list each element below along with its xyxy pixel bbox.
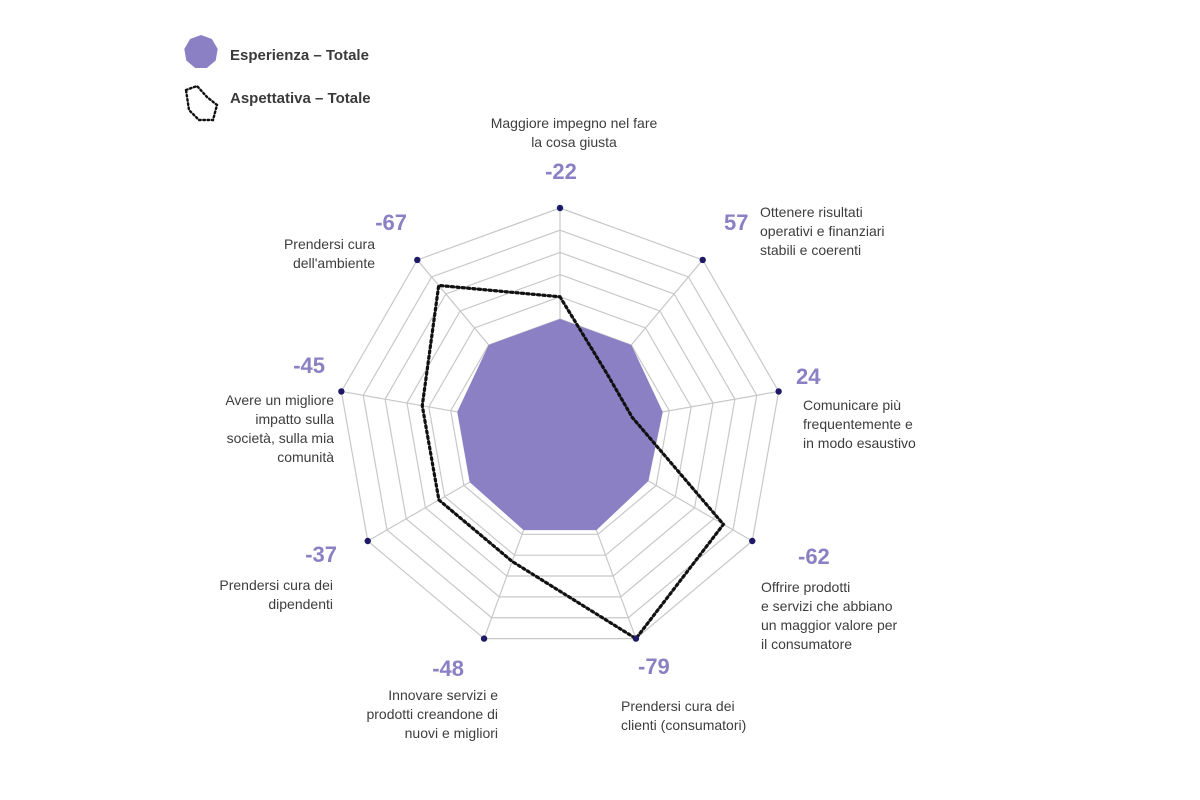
axis-label: Comunicare più frequentemente e in modo es…	[803, 396, 916, 453]
axis-label: Prendersi cura dei clienti (consumatori)	[621, 697, 746, 735]
axis-end-dot	[699, 256, 706, 264]
axis-label-line: comunità	[277, 449, 334, 465]
axis-label-line: frequentemente e	[803, 416, 913, 432]
axis-label-line: Offrire prodotti	[761, 579, 851, 595]
axis-label-line: clienti (consumatori)	[621, 717, 747, 733]
axis-label-line: Comunicare più	[803, 397, 902, 413]
grid-ring	[384, 251, 736, 598]
legend-item-esperienza: Esperienza – Totale	[230, 47, 369, 64]
axis-end-dot	[749, 537, 756, 545]
axis-label: Maggiore impegno nel fare la cosa giusta	[491, 114, 658, 152]
axis-label-line: Maggiore impegno nel fare	[490, 115, 658, 131]
axis-label-line: operativi e finanziari	[760, 223, 885, 239]
axis-end-dot	[414, 256, 421, 264]
legend-icon-esperienza	[184, 35, 218, 68]
axis-label-line: società, sulla mia	[226, 430, 334, 446]
axis-label-line: Avere un migliore	[225, 392, 334, 408]
axis-end-markers	[338, 204, 782, 642]
axis-label-line: Prendersi cura dei	[219, 577, 333, 593]
legend-label: Esperienza – Totale	[230, 47, 369, 64]
axis-delta-value: -48	[432, 656, 464, 681]
axis-label: Ottenere risultati operativi e finanziari…	[760, 203, 885, 260]
axis-label: Offrire prodotti e servizi che abbiano un …	[761, 578, 897, 654]
axis-delta-value: 24	[796, 364, 821, 389]
axis-label: Avere un migliore impatto sulla società, s…	[225, 391, 334, 467]
legend-icon-aspettativa	[184, 84, 219, 122]
axis-label-line: Prendersi cura	[283, 236, 375, 252]
grid-ring	[406, 273, 714, 577]
legend-label: Aspettativa – Totale	[230, 90, 371, 107]
grid-ring	[362, 229, 758, 619]
axis-label-line: Ottenere risultati	[760, 204, 863, 220]
axis-label-line: e servizi che abbiano	[761, 598, 893, 614]
axis-end-dot	[556, 204, 564, 212]
radar-series	[420, 283, 726, 641]
series-aspettativa-line	[420, 283, 726, 641]
axis-delta-value: 57	[724, 210, 749, 235]
axis-delta-value: -79	[638, 654, 670, 679]
axis-label-line: stabili e coerenti	[760, 242, 862, 258]
axis-delta-value: -62	[798, 544, 830, 569]
axis-end-dot	[480, 635, 488, 642]
axis-label-line: impatto sulla	[255, 411, 334, 427]
grid-ring	[428, 296, 692, 556]
legend-icons	[184, 35, 219, 122]
axis-end-dot	[775, 388, 782, 395]
axis-label-line: nuovi e migliori	[404, 725, 498, 741]
axis-end-dot	[632, 635, 640, 642]
axis-label-line: dell'ambiente	[292, 255, 375, 271]
axis-delta-value: -22	[545, 159, 577, 184]
axis-end-dot	[364, 537, 371, 545]
axis-label-line: il consumatore	[761, 636, 853, 652]
legend-item-aspettativa: Aspettativa – Totale	[230, 90, 371, 107]
axis-label-line: in modo esaustivo	[803, 435, 916, 451]
grid-ring	[340, 207, 780, 640]
axis-label-line: Innovare servizi e	[388, 687, 498, 703]
axis-label: Prendersi cura dei dipendenti	[219, 576, 333, 614]
axis-delta-value: -67	[375, 210, 407, 235]
axis-end-dot	[338, 388, 345, 395]
series-esperienza-area	[457, 319, 663, 531]
grid-ring	[450, 318, 670, 535]
axis-label-line: dipendenti	[268, 596, 333, 612]
axis-label-line: la cosa giusta	[531, 134, 617, 150]
axis-label: Innovare servizi e prodotti creandone di n…	[366, 686, 498, 743]
axis-delta-value: -37	[305, 542, 337, 567]
axis-label-line: un maggior valore per	[761, 617, 898, 633]
axis-label: Prendersi cura dell'ambiente	[284, 235, 375, 273]
axis-delta-value: -45	[293, 353, 325, 378]
axis-label-line: Prendersi cura dei	[621, 698, 735, 714]
axis-label-line: prodotti creandone di	[366, 706, 498, 722]
